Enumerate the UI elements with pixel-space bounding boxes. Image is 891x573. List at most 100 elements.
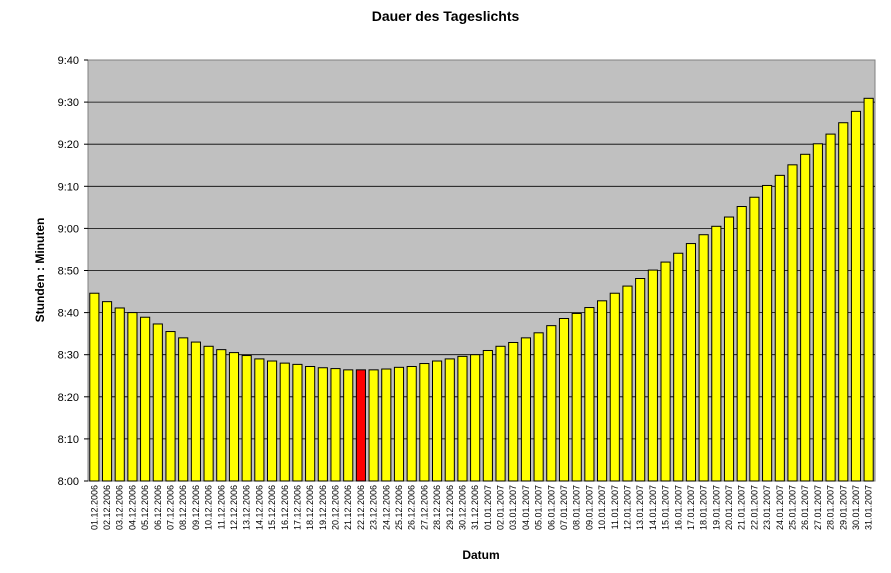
bar — [343, 369, 354, 482]
bar — [432, 360, 443, 482]
x-tick-label: 10.12.2006 — [204, 485, 214, 530]
x-tick-label: 16.01.2007 — [673, 485, 683, 530]
bar — [444, 358, 455, 482]
bar — [470, 354, 481, 482]
bar — [825, 133, 836, 482]
y-tick-label: 9:30 — [58, 97, 79, 109]
x-tick-label: 15.01.2007 — [661, 485, 671, 530]
x-tick-label: 05.01.2007 — [534, 485, 544, 530]
x-tick-label: 19.12.2006 — [318, 485, 328, 530]
bar — [266, 360, 278, 482]
x-tick-label: 18.01.2007 — [699, 485, 709, 530]
bar — [774, 174, 785, 482]
bar — [571, 312, 582, 482]
x-tick-label: 13.12.2006 — [242, 485, 252, 530]
x-tick-label: 27.12.2006 — [419, 485, 429, 530]
bar — [609, 292, 620, 482]
x-tick-label: 01.12.2006 — [89, 485, 99, 530]
y-tick-label: 8:50 — [58, 266, 79, 278]
bar — [393, 366, 405, 482]
bar — [673, 252, 684, 482]
y-tick-label: 8:10 — [58, 434, 79, 446]
y-tick-label: 9:10 — [58, 181, 79, 193]
x-tick-label: 21.12.2006 — [343, 485, 353, 530]
y-tick-labels: 8:00 8:10 8:20 8:30 8:40 8:50 9:00 9:10 9:20 9:30… — [58, 55, 88, 488]
x-tick-label: 25.12.2006 — [394, 485, 404, 530]
x-tick-label: 31.01.2007 — [864, 485, 874, 530]
x-tick-label: 29.12.2006 — [445, 485, 455, 530]
bar — [482, 349, 493, 482]
bar — [698, 234, 709, 482]
bar — [241, 355, 252, 482]
bar — [190, 341, 201, 482]
x-tick-label: 19.01.2007 — [711, 485, 721, 530]
x-tick-label: 09.01.2007 — [584, 485, 594, 530]
bar — [279, 362, 290, 482]
x-tick-label: 18.12.2006 — [305, 485, 315, 530]
x-axis-label: Datum — [462, 548, 499, 562]
bar — [622, 285, 633, 482]
bar — [216, 349, 227, 482]
x-tick-label: 13.01.2007 — [635, 485, 645, 530]
bar — [558, 317, 570, 482]
bar — [762, 184, 773, 482]
bar — [203, 345, 214, 482]
y-tick-label: 9:40 — [58, 55, 79, 67]
x-tick-label: 26.12.2006 — [407, 485, 417, 530]
x-tick-label: 28.01.2007 — [826, 485, 836, 530]
x-tick-label: 11.01.2007 — [610, 485, 620, 529]
bar — [152, 323, 163, 482]
x-tick-label: 25.01.2007 — [787, 485, 797, 530]
x-tick-label: 21.01.2007 — [737, 485, 747, 530]
y-tick-label: 9:20 — [58, 139, 79, 151]
bar — [520, 337, 531, 482]
x-tick-label: 30.01.2007 — [851, 485, 861, 530]
bar — [178, 337, 189, 482]
x-tick-label: 01.01.2007 — [483, 485, 493, 530]
x-tick-label: 07.12.2006 — [166, 485, 176, 530]
bar — [597, 300, 608, 482]
bar — [863, 97, 874, 482]
x-tick-label: 20.12.2006 — [331, 485, 341, 530]
bar — [355, 369, 366, 482]
x-tick-label: 26.01.2007 — [800, 485, 810, 530]
bar — [749, 196, 760, 482]
x-tick-label: 06.01.2007 — [546, 485, 556, 530]
x-tick-label: 31.12.2006 — [470, 485, 480, 530]
y-tick-label: 8:40 — [58, 308, 79, 320]
bar — [838, 122, 849, 482]
bar — [406, 365, 417, 482]
bar — [101, 301, 113, 482]
bar — [812, 143, 823, 482]
bar — [140, 316, 151, 482]
bar — [800, 153, 811, 482]
bars — [89, 97, 874, 482]
bar — [584, 307, 595, 482]
x-tick-label: 03.01.2007 — [508, 485, 518, 530]
x-tick-label: 08.01.2007 — [572, 485, 582, 530]
bar — [850, 110, 862, 482]
y-tick-label: 9:00 — [58, 223, 79, 235]
x-tick-label: 12.12.2006 — [229, 485, 239, 530]
x-tick-label: 27.01.2007 — [813, 485, 823, 530]
x-tick-label: 04.01.2007 — [521, 485, 531, 530]
bar — [305, 365, 316, 482]
x-tick-label: 06.12.2006 — [153, 485, 163, 530]
x-tick-label: 08.12.2006 — [178, 485, 188, 530]
x-tick-label: 17.01.2007 — [686, 485, 696, 530]
bar — [381, 368, 392, 482]
bar — [292, 363, 303, 482]
bar — [228, 352, 240, 482]
bar — [254, 358, 265, 482]
chart-title: Dauer des Tageslichts — [371, 8, 520, 24]
x-tick-labels: 01.12.2006 02.12.2006 03.12.2006 04.12.2006… — [89, 485, 873, 530]
bar — [419, 363, 430, 482]
x-tick-label: 16.12.2006 — [280, 485, 290, 530]
bar — [330, 368, 341, 482]
x-tick-label: 28.12.2006 — [432, 485, 442, 530]
bar — [736, 206, 747, 482]
y-axis-label: Stunden : Minuten — [33, 218, 47, 323]
bar — [127, 312, 138, 482]
bar — [317, 367, 328, 482]
